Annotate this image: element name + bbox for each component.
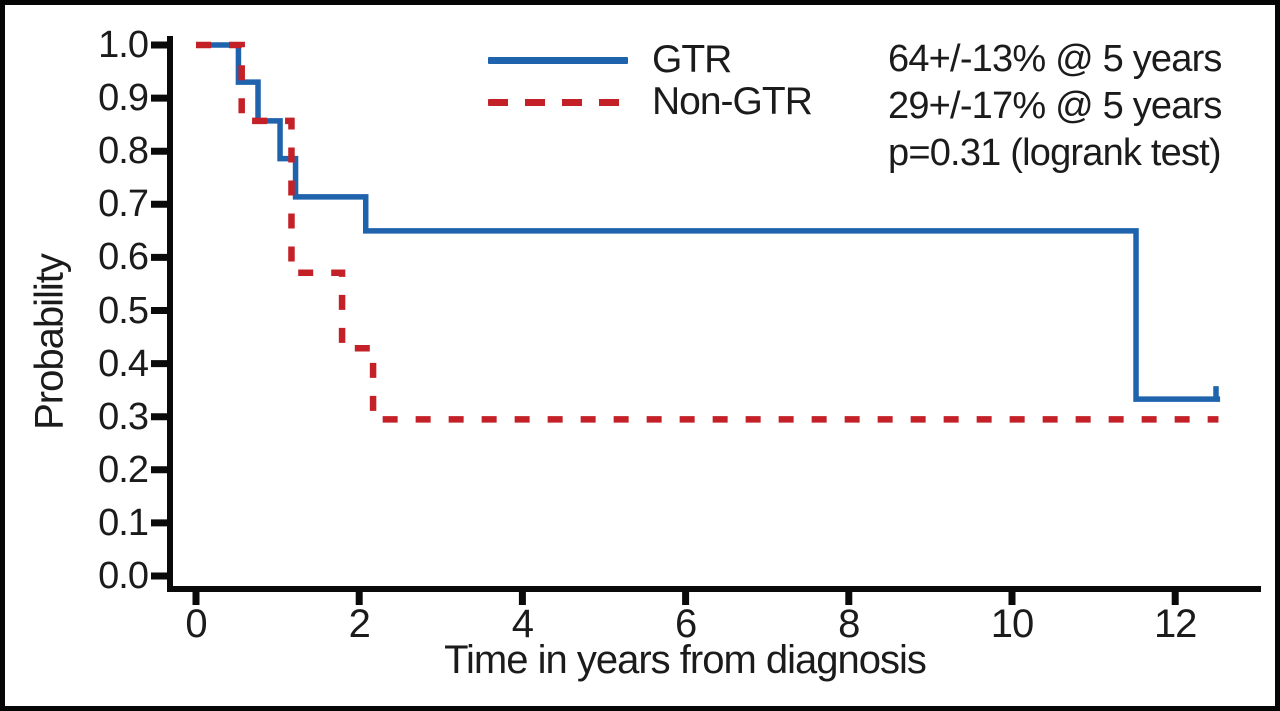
x-tick-label: 4 xyxy=(511,602,534,646)
y-tick-label: 1.0 xyxy=(98,24,149,66)
x-tick-label: 6 xyxy=(674,602,697,646)
y-tick-label: 0.2 xyxy=(98,448,149,491)
y-tick-label: 0.5 xyxy=(98,289,149,332)
legend-row-non-gtr: Non-GTR xyxy=(488,80,813,123)
gtr-curve xyxy=(196,42,1221,402)
x-tick-label: 10 xyxy=(990,602,1035,646)
legend-line-non-gtr-dashed-swatch xyxy=(488,98,628,106)
y-tick-label: 0.0 xyxy=(98,555,149,597)
x-axis-title: Time in years from diagnosis xyxy=(444,638,927,682)
x-tick-label: 0 xyxy=(185,602,207,646)
x-tick-label: 2 xyxy=(348,602,371,646)
y-tick-label: 0.3 xyxy=(98,395,149,438)
legend: GTR Non-GTR xyxy=(488,40,813,123)
x-tick-label: 8 xyxy=(838,602,860,646)
y-tick-label: 0.4 xyxy=(98,342,149,385)
y-tick-label: 0.8 xyxy=(98,130,149,173)
y-tick-label: 0.1 xyxy=(98,501,149,544)
y-tick-label: 0.6 xyxy=(98,236,149,279)
logrank-p-value: p=0.31 (logrank test) xyxy=(888,132,1222,174)
y-tick-label: 0.9 xyxy=(98,77,149,120)
y-tick-label: 0.7 xyxy=(98,183,149,226)
legend-row-gtr: GTR xyxy=(488,40,812,80)
non-gtr-5yr-estimate: 29+/-17% @ 5 years xyxy=(888,85,1222,127)
legend-label-gtr: GTR xyxy=(652,38,732,81)
y-axis-title: Probability xyxy=(27,254,72,430)
legend-line-gtr-solid-swatch xyxy=(488,56,628,64)
legend-label-non-gtr: Non-GTR xyxy=(652,80,813,123)
stats-annotations: 64+/-13% @ 5 years 29+/-17% @ 5 years p=… xyxy=(888,36,1222,177)
x-tick-label: 12 xyxy=(1153,602,1198,646)
gtr-5yr-estimate: 64+/-13% @ 5 years xyxy=(888,38,1222,80)
